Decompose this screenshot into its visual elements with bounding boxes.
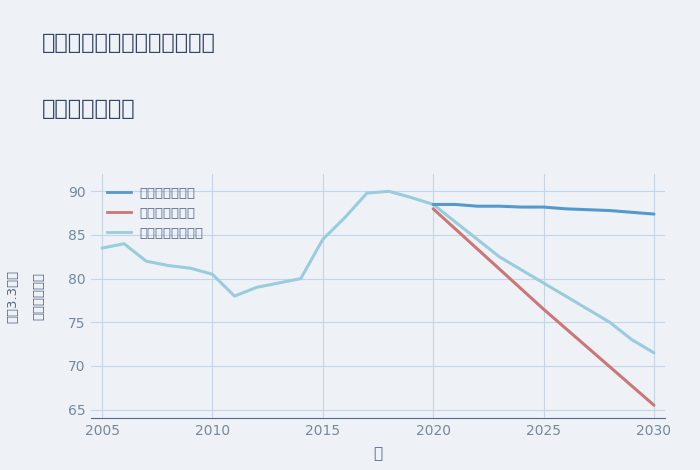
グッドシナリオ	[517, 204, 526, 210]
ノーマルシナリオ	[584, 306, 592, 312]
グッドシナリオ	[584, 207, 592, 212]
X-axis label: 年: 年	[373, 446, 383, 461]
Line: グッドシナリオ: グッドシナリオ	[433, 204, 654, 214]
ノーマルシナリオ	[407, 195, 415, 200]
ノーマルシナリオ	[451, 219, 459, 225]
グッドシナリオ	[628, 210, 636, 215]
ノーマルシナリオ	[274, 280, 283, 286]
ノーマルシナリオ	[473, 236, 482, 242]
グッドシナリオ	[561, 206, 570, 212]
グッドシナリオ	[429, 202, 438, 207]
グッドシナリオ	[451, 202, 459, 207]
グッドシナリオ	[650, 211, 658, 217]
ノーマルシナリオ	[230, 293, 239, 299]
グッドシナリオ	[606, 208, 614, 213]
Line: ノーマルシナリオ: ノーマルシナリオ	[102, 191, 654, 353]
グッドシナリオ	[473, 204, 482, 209]
ノーマルシナリオ	[253, 284, 261, 290]
ノーマルシナリオ	[363, 190, 371, 196]
バッドシナリオ	[540, 306, 548, 312]
ノーマルシナリオ	[98, 245, 106, 251]
Text: 平（3.3㎡）: 平（3.3㎡）	[6, 269, 19, 323]
ノーマルシナリオ	[142, 258, 150, 264]
ノーマルシナリオ	[606, 320, 614, 325]
ノーマルシナリオ	[208, 272, 216, 277]
Text: 兵庫県西宮市上ヶ原九番町の: 兵庫県西宮市上ヶ原九番町の	[42, 33, 216, 53]
Text: 単価（万円）: 単価（万円）	[32, 272, 45, 320]
Text: 土地の価格推移: 土地の価格推移	[42, 99, 136, 119]
ノーマルシナリオ	[429, 202, 438, 207]
ノーマルシナリオ	[297, 276, 305, 282]
ノーマルシナリオ	[628, 337, 636, 343]
グッドシナリオ	[495, 204, 503, 209]
ノーマルシナリオ	[495, 254, 503, 259]
バッドシナリオ	[650, 402, 658, 408]
グッドシナリオ	[540, 204, 548, 210]
ノーマルシナリオ	[650, 350, 658, 356]
Line: バッドシナリオ: バッドシナリオ	[433, 209, 654, 405]
ノーマルシナリオ	[164, 263, 172, 268]
バッドシナリオ	[429, 206, 438, 212]
ノーマルシナリオ	[186, 266, 195, 271]
Legend: グッドシナリオ, バッドシナリオ, ノーマルシナリオ: グッドシナリオ, バッドシナリオ, ノーマルシナリオ	[104, 183, 207, 244]
ノーマルシナリオ	[517, 267, 526, 273]
ノーマルシナリオ	[318, 236, 327, 242]
ノーマルシナリオ	[385, 188, 393, 194]
ノーマルシナリオ	[561, 293, 570, 299]
ノーマルシナリオ	[341, 215, 349, 220]
ノーマルシナリオ	[540, 280, 548, 286]
ノーマルシナリオ	[120, 241, 128, 247]
